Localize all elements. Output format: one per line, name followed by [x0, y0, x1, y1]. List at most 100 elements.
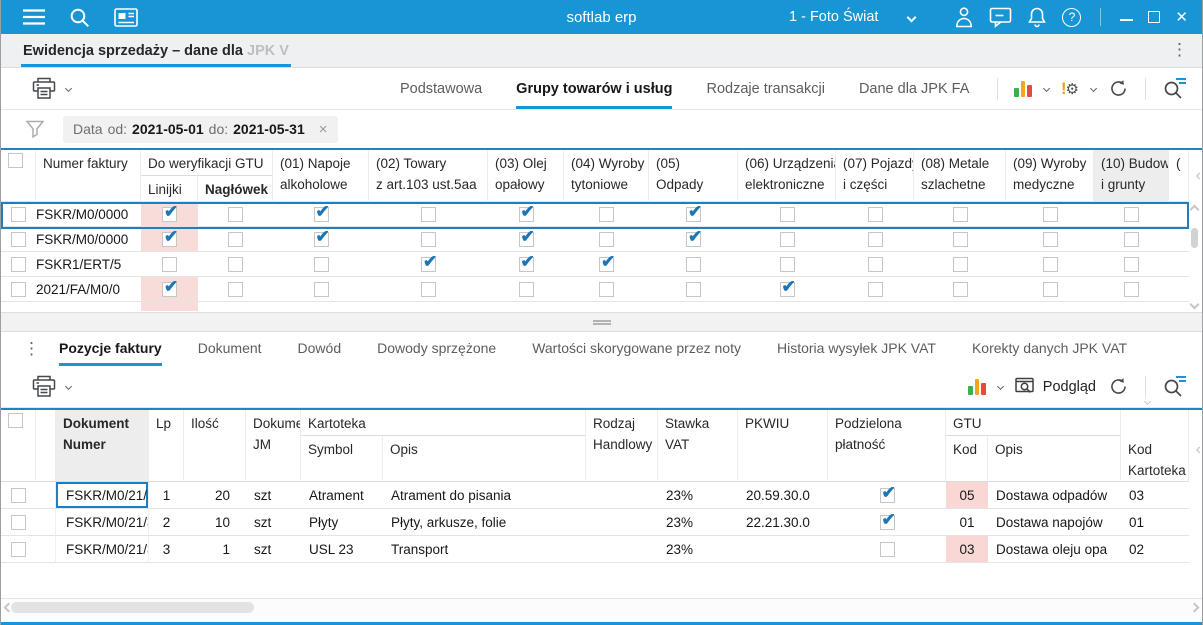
pkwiu-cell[interactable]: 20.59.30.0	[738, 482, 829, 509]
gtu-description-cell[interactable]: Dostawa oleju opa	[988, 536, 1122, 563]
column-header-gtu-10[interactable]: (10) Budowl i grunty	[1094, 150, 1170, 202]
gtu-10-cell[interactable]	[1094, 227, 1170, 252]
pkwiu-cell[interactable]: 22.21.30.0	[738, 509, 829, 536]
remove-filter-icon[interactable]: ×	[318, 120, 328, 138]
lp-cell[interactable]: 3	[149, 536, 184, 563]
gtu-linijki-cell[interactable]	[141, 227, 198, 252]
close-button[interactable]: ✕	[1175, 8, 1188, 26]
column-header-podzielona-platnosc[interactable]: Podzielona płatność	[828, 410, 947, 482]
column-header-gtu-kod[interactable]: Kod	[946, 436, 989, 482]
column-header-pkwiu[interactable]: PKWIU	[738, 410, 829, 482]
gtu-01-cell[interactable]	[273, 202, 370, 227]
gtu-01-cell[interactable]	[273, 277, 370, 302]
description-cell[interactable]: Atrament do pisania	[383, 482, 587, 509]
gtu-naglowek-cell[interactable]	[198, 277, 274, 302]
column-header-gtu-01[interactable]: (01) Napoje alkoholowe	[273, 150, 370, 202]
quantity-cell[interactable]: 20	[184, 482, 246, 509]
tab-historia-wysylek[interactable]: Historia wysyłek JPK VAT	[776, 340, 936, 356]
row-select-checkbox[interactable]	[1, 482, 36, 509]
gtu-06-cell[interactable]	[738, 202, 837, 227]
gtu-09-cell[interactable]	[1006, 252, 1095, 277]
gtu-02-cell[interactable]	[369, 227, 489, 252]
tab-wartosci-skorygowane[interactable]: Wartości skorygowane przez noty	[532, 340, 741, 356]
scroll-down-icon[interactable]	[1189, 299, 1200, 310]
search-filter-icon[interactable]	[1162, 77, 1186, 100]
gtu-code-cell[interactable]: 01	[946, 509, 989, 536]
gtu-02-cell[interactable]	[369, 252, 489, 277]
column-header-gtu-08[interactable]: (08) Metale szlachetne	[914, 150, 1007, 202]
row-select-checkbox[interactable]	[1, 202, 36, 227]
symbol-cell[interactable]: Atrament	[301, 482, 383, 509]
symbol-cell[interactable]: Płyty	[301, 509, 383, 536]
gtu-linijki-cell[interactable]	[141, 252, 198, 277]
table-row-partial[interactable]	[1, 302, 1189, 311]
column-header-symbol[interactable]: Symbol	[301, 436, 383, 482]
minimize-button[interactable]	[1120, 13, 1134, 21]
gtu-03-cell[interactable]	[488, 202, 565, 227]
trade-type-cell[interactable]	[586, 482, 659, 509]
chat-icon[interactable]	[989, 7, 1012, 28]
gtu-code-cell[interactable]: 05	[946, 482, 989, 509]
tab-grupy-towarow[interactable]: Grupy towarów i usług	[516, 68, 673, 109]
scroll-left-icon[interactable]: ‹	[1195, 167, 1201, 184]
scroll-right-icon[interactable]	[1189, 602, 1200, 613]
gtu-10-cell[interactable]	[1094, 252, 1170, 277]
unit-cell[interactable]: szt	[246, 536, 301, 563]
refresh-icon[interactable]	[1108, 376, 1129, 397]
hamburger-menu-icon[interactable]	[23, 9, 45, 25]
table-row[interactable]: FSKR1/ERT/5	[1, 252, 1190, 277]
news-icon[interactable]	[114, 7, 138, 27]
tab-dowody-sprzezone[interactable]: Dowody sprzężone	[377, 340, 497, 356]
gtu-description-cell[interactable]: Dostawa napojów	[988, 509, 1122, 536]
kebab-menu-icon[interactable]: ⋮	[1171, 40, 1188, 59]
row-select-checkbox[interactable]	[1, 536, 36, 563]
horizontal-scrollbar[interactable]	[1, 598, 1202, 616]
column-header-gtu-05[interactable]: (05) Odpady	[649, 150, 739, 202]
chevron-down-icon[interactable]	[1042, 84, 1050, 93]
tab-pozycje-faktury[interactable]: Pozycje faktury	[59, 340, 162, 366]
unit-cell[interactable]: szt	[246, 482, 301, 509]
invoice-number-cell[interactable]: 2021/FA/M0/0	[36, 277, 141, 302]
column-header-dokument-jm[interactable]: DokumentJM	[246, 410, 301, 482]
gtu-linijki-cell[interactable]	[141, 277, 198, 302]
column-header-gtu-04[interactable]: (04) Wyroby tytoniowe	[564, 150, 650, 202]
scroll-more-icon[interactable]	[1143, 397, 1152, 406]
gtu-07-cell[interactable]	[836, 202, 915, 227]
trade-type-cell[interactable]	[586, 536, 659, 563]
pane-splitter[interactable]	[1, 312, 1202, 332]
company-selector[interactable]: 1 - Foto Świat	[789, 9, 917, 25]
gtu-linijki-cell[interactable]	[141, 202, 198, 227]
scrollbar-thumb[interactable]	[1191, 228, 1198, 248]
help-icon[interactable]: ?	[1062, 7, 1082, 27]
refresh-icon[interactable]	[1108, 78, 1129, 99]
table-row[interactable]: FSKR/M0/0000	[1, 227, 1190, 252]
chevron-down-icon[interactable]	[64, 382, 73, 391]
gtu-04-cell[interactable]	[564, 202, 650, 227]
funnel-icon[interactable]	[25, 120, 45, 139]
date-filter-chip[interactable]: Data od: 2021-05-01 do: 2021-05-31 ×	[63, 115, 338, 143]
chevron-down-icon[interactable]	[64, 84, 73, 93]
column-header-gtu-09[interactable]: (09) Wyroby medyczne	[1006, 150, 1095, 202]
description-cell[interactable]: Transport	[383, 536, 587, 563]
tab-dokument[interactable]: Dokument	[197, 340, 262, 356]
gtu-07-cell[interactable]	[836, 252, 915, 277]
preview-button[interactable]: Podgląd	[1015, 377, 1096, 396]
scroll-left-icon[interactable]: ‹	[1195, 441, 1201, 458]
search-filter-icon[interactable]	[1162, 375, 1186, 398]
vat-rate-cell[interactable]: 23%	[658, 509, 739, 536]
table-row[interactable]: FSKR/M0/21/34 1 20 szt Atrament Atrament…	[1, 482, 1190, 509]
column-header-naglowek[interactable]: Nagłówek	[198, 176, 274, 202]
lp-cell[interactable]: 2	[149, 509, 184, 536]
chart-columns-icon[interactable]	[968, 378, 986, 395]
gtu-04-cell[interactable]	[564, 277, 650, 302]
gtu-naglowek-cell[interactable]	[198, 227, 274, 252]
document-number-cell[interactable]: FSKR/M0/21/34	[56, 536, 149, 563]
gtu-03-cell[interactable]	[488, 227, 565, 252]
gtu-04-cell[interactable]	[564, 227, 650, 252]
column-header-gtu-02[interactable]: (02) Towary z art.103 ust.5aa	[369, 150, 489, 202]
gtu-naglowek-cell[interactable]	[198, 252, 274, 277]
gtu-07-cell[interactable]	[836, 277, 915, 302]
column-header-dokument-numer[interactable]: Dokument Numer	[56, 410, 149, 482]
tab-dowod[interactable]: Dowód	[297, 340, 342, 356]
gtu-08-cell[interactable]	[914, 252, 1007, 277]
